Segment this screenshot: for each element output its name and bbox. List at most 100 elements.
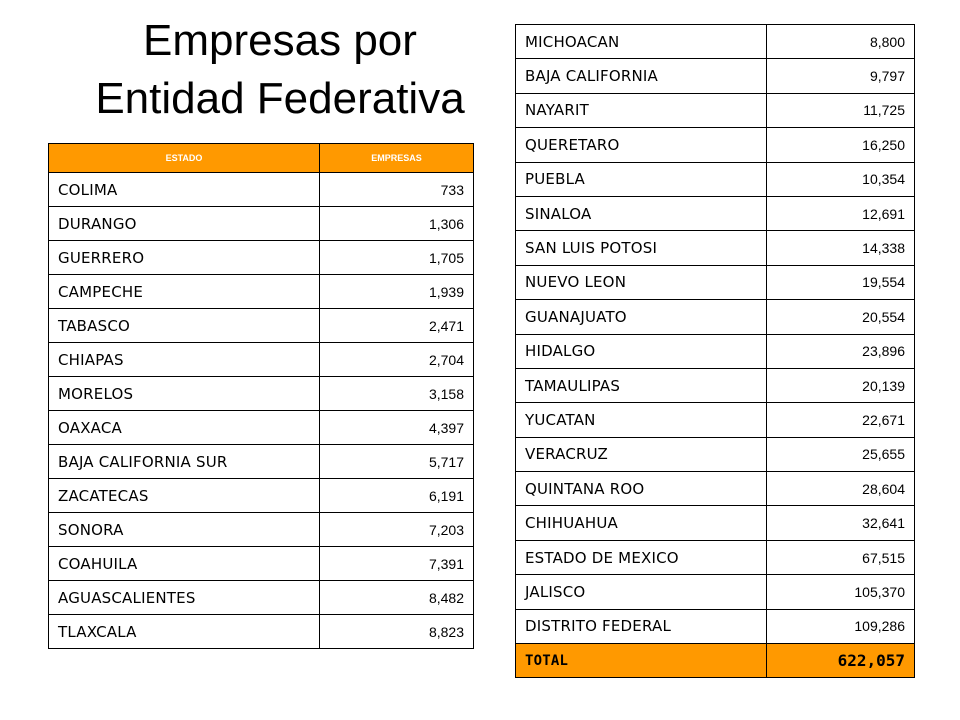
company-count: 19,554 (766, 264, 915, 301)
company-count: 14,338 (766, 230, 915, 266)
company-count: 25,655 (766, 436, 915, 473)
table-row: MICHOACAN 8,800 (515, 23, 915, 60)
company-count: 1,939 (319, 274, 474, 309)
state-name: ZACATECAS (48, 478, 320, 513)
table-row: CAMPECHE 1,939 (48, 274, 474, 309)
state-name: SAN LUIS POTOSI (515, 230, 767, 266)
state-name: NAYARIT (515, 92, 767, 129)
table-row: COAHUILA 7,391 (48, 546, 474, 581)
company-count: 7,203 (319, 512, 474, 547)
company-count: 8,800 (766, 23, 915, 60)
company-count: 23,896 (766, 333, 915, 369)
company-count: 1,306 (319, 206, 474, 241)
company-count: 8,823 (319, 614, 474, 649)
table-row: CHIAPAS 2,704 (48, 342, 474, 377)
title-line-2: Entidad Federativa (95, 74, 465, 123)
state-name: BAJA CALIFORNIA (515, 58, 767, 94)
table-row: QUINTANA ROO 28,604 (515, 471, 915, 507)
table-row: GUANAJUATO 20,554 (515, 299, 915, 335)
company-count: 109,286 (766, 608, 915, 645)
right-table-body: MICHOACAN 8,800 BAJA CALIFORNIA 9,797 NAYARI… (515, 23, 915, 645)
state-name: TLAXCALA (48, 614, 320, 649)
state-name: MORELOS (48, 376, 320, 411)
table-row: TAMAULIPAS 20,139 (515, 367, 915, 404)
header-empresas: EMPRESAS (319, 143, 474, 173)
table-row: VERACRUZ 25,655 (515, 436, 915, 473)
company-count: 20,554 (766, 299, 915, 335)
company-count: 32,641 (766, 505, 915, 541)
company-count: 20,139 (766, 367, 915, 404)
table-row: ZACATECAS 6,191 (48, 478, 474, 513)
table-row: ESTADO DE MEXICO 67,515 (515, 539, 915, 576)
company-count: 22,671 (766, 402, 915, 438)
state-name: VERACRUZ (515, 436, 767, 473)
table-row: HIDALGO 23,896 (515, 333, 915, 369)
state-name: QUINTANA ROO (515, 471, 767, 507)
company-count: 8,482 (319, 580, 474, 615)
company-count: 733 (319, 172, 474, 207)
table-row: NAYARIT 11,725 (515, 92, 915, 129)
state-name: GUERRERO (48, 240, 320, 275)
state-name: OAXACA (48, 410, 320, 445)
table-row: TLAXCALA 8,823 (48, 614, 474, 649)
state-name: YUCATAN (515, 402, 767, 438)
table-row: COLIMA 733 (48, 172, 474, 207)
company-count: 5,717 (319, 444, 474, 479)
company-count: 105,370 (766, 574, 915, 610)
state-name: GUANAJUATO (515, 299, 767, 335)
state-name: CHIHUAHUA (515, 505, 767, 541)
company-count: 4,397 (319, 410, 474, 445)
company-count: 2,471 (319, 308, 474, 343)
table-row: NUEVO LEON 19,554 (515, 264, 915, 301)
company-count: 3,158 (319, 376, 474, 411)
table-row: OAXACA 4,397 (48, 410, 474, 445)
total-label: TOTAL (515, 643, 767, 679)
table-row: SAN LUIS POTOSI 14,338 (515, 230, 915, 266)
state-name: TAMAULIPAS (515, 367, 767, 404)
state-name: JALISCO (515, 574, 767, 610)
title-line-1: Empresas por (143, 16, 417, 65)
table-row: QUERETARO 16,250 (515, 127, 915, 163)
state-name: PUEBLA (515, 161, 767, 197)
table-row: PUEBLA 10,354 (515, 161, 915, 197)
table-row: AGUASCALIENTES 8,482 (48, 580, 474, 615)
company-count: 12,691 (766, 195, 915, 232)
state-name: DURANGO (48, 206, 320, 241)
table-row: DISTRITO FEDERAL 109,286 (515, 608, 915, 645)
table-row: YUCATAN 22,671 (515, 402, 915, 438)
state-name: BAJA CALIFORNIA SUR (48, 444, 320, 479)
company-count: 16,250 (766, 127, 915, 163)
company-count: 9,797 (766, 58, 915, 94)
total-value: 622,057 (766, 643, 915, 679)
state-name: COAHUILA (48, 546, 320, 581)
company-count: 10,354 (766, 161, 915, 197)
state-name: HIDALGO (515, 333, 767, 369)
state-name: TABASCO (48, 308, 320, 343)
company-count: 6,191 (319, 478, 474, 513)
table-row: SINALOA 12,691 (515, 195, 915, 232)
table-row: DURANGO 1,306 (48, 206, 474, 241)
company-count: 1,705 (319, 240, 474, 275)
state-name: SINALOA (515, 195, 767, 232)
page-title: Empresas por Entidad Federativa (60, 12, 500, 128)
company-count: 11,725 (766, 92, 915, 129)
state-name: CHIAPAS (48, 342, 320, 377)
state-name: MICHOACAN (515, 23, 767, 60)
left-companies-table: ESTADO EMPRESAS COLIMA 733 DURANGO 1,306 GUE… (48, 143, 474, 649)
table-row: TABASCO 2,471 (48, 308, 474, 343)
company-count: 67,515 (766, 539, 915, 576)
total-row: TOTAL 622,057 (515, 643, 915, 679)
company-count: 7,391 (319, 546, 474, 581)
state-name: COLIMA (48, 172, 320, 207)
table-header-row: ESTADO EMPRESAS (48, 143, 474, 173)
company-count: 28,604 (766, 471, 915, 507)
table-row: MORELOS 3,158 (48, 376, 474, 411)
table-row: SONORA 7,203 (48, 512, 474, 547)
state-name: DISTRITO FEDERAL (515, 608, 767, 645)
left-table-body: COLIMA 733 DURANGO 1,306 GUERRERO 1,705 CAMPEC… (48, 172, 474, 649)
table-row: BAJA CALIFORNIA SUR 5,717 (48, 444, 474, 479)
table-row: CHIHUAHUA 32,641 (515, 505, 915, 541)
state-name: SONORA (48, 512, 320, 547)
table-row: BAJA CALIFORNIA 9,797 (515, 58, 915, 94)
table-row: JALISCO 105,370 (515, 574, 915, 610)
